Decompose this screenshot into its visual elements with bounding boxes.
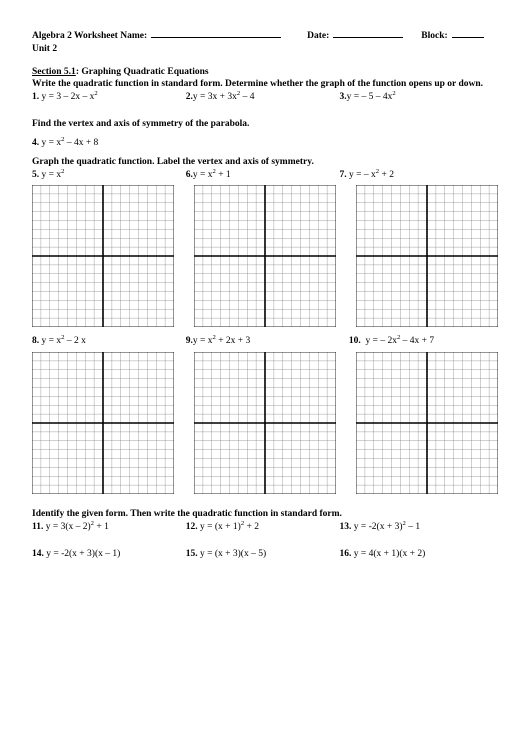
problem-4: 4. y = x2 – 4x + 8 [32, 137, 498, 150]
coordinate-grid [32, 352, 174, 494]
problems-row-3: 11. y = 3(x – 2)2 + 1 12. y = (x + 1)2 +… [32, 521, 498, 534]
problem-8: 8. y = x2 – 2 x [32, 335, 186, 348]
instructions-1: Write the quadratic function in standard… [32, 78, 498, 91]
problem-10: 10. y = – 2x2 – 4x + 7 [349, 335, 498, 348]
problem-eq: y = -2(x + 3)(x – 1) [46, 549, 120, 559]
instructions-4: Identify the given form. Then write the … [32, 508, 498, 521]
problems-row-graph-2-labels: 8. y = x2 – 2 x 9.y = x2 + 2x + 3 10. y … [32, 335, 498, 348]
problem-eq: y = 3 – 2x – x [42, 92, 95, 102]
grid-10 [356, 352, 498, 494]
problem-number: 10. [349, 336, 361, 346]
problem-9: 9.y = x2 + 2x + 3 [186, 335, 349, 348]
problem-eq: y = x [193, 336, 213, 346]
problem-7: 7. y = – x2 + 2 [340, 169, 494, 182]
coordinate-grid [356, 185, 498, 327]
problem-number: 2. [186, 92, 193, 102]
unit-label: Unit 2 [32, 43, 498, 56]
problem-number: 6. [186, 170, 193, 180]
problem-eq: y = x [42, 336, 62, 346]
grids-row-1 [32, 185, 498, 327]
worksheet-page: Algebra 2 Worksheet Name: Date: Block: U… [0, 0, 530, 749]
problem-14: 14. y = -2(x + 3)(x – 1) [32, 548, 186, 561]
instructions-3: Graph the quadratic function. Label the … [32, 156, 498, 169]
problem-eq: y = -2(x + 3) [354, 522, 403, 532]
problem-12: 12. y = (x + 1)2 + 2 [186, 521, 340, 534]
problem-eq: y = 3x + 3x [193, 92, 237, 102]
problem-number: 1. [32, 92, 39, 102]
block-blank [452, 28, 484, 38]
problem-number: 11. [32, 522, 43, 532]
sup-2: 2 [94, 90, 97, 97]
problem-15: 15. y = (x + 3)(x – 5) [186, 548, 340, 561]
problem-1: 1. y = 3 – 2x – x2 [32, 91, 186, 104]
coordinate-grid [32, 185, 174, 327]
problem-eq: y = 4(x + 1)(x + 2) [354, 549, 425, 559]
problem-eq: y = – 5 – 4x [347, 92, 393, 102]
problem-11: 11. y = 3(x – 2)2 + 1 [32, 521, 186, 534]
problem-number: 7. [340, 170, 347, 180]
problem-tail: + 2x + 3 [216, 336, 250, 346]
coordinate-grid [194, 185, 336, 327]
grid-7 [356, 185, 498, 327]
name-blank [151, 28, 281, 38]
grid-5 [32, 185, 174, 327]
problem-eq: y = x [193, 170, 213, 180]
course-label: Algebra 2 Worksheet Name: [32, 30, 147, 43]
problem-5: 5. y = x2 [32, 169, 186, 182]
date-blank [333, 28, 403, 38]
problems-row-graph-1-labels: 5. y = x2 6.y = x2 + 1 7. y = – x2 + 2 [32, 169, 498, 182]
grid-6 [194, 185, 336, 327]
problem-eq: y = (x + 1) [200, 522, 241, 532]
problem-number: 14. [32, 549, 44, 559]
section-number: Section 5.1 [32, 67, 76, 77]
problem-tail: – 4x + 7 [400, 336, 434, 346]
problem-13: 13. y = -2(x + 3)2 – 1 [340, 521, 494, 534]
problem-eq: y = – x [349, 170, 376, 180]
header-row-1: Algebra 2 Worksheet Name: Date: Block: [32, 28, 498, 43]
problem-eq: y = – 2x [365, 336, 396, 346]
grid-9 [194, 352, 336, 494]
problem-number: 12. [186, 522, 198, 532]
problem-tail: + 1 [94, 522, 109, 532]
grid-8 [32, 352, 174, 494]
problem-eq: y = (x + 3)(x – 5) [200, 549, 266, 559]
problem-tail: – 4x + 8 [64, 138, 98, 148]
problem-number: 16. [340, 549, 352, 559]
instructions-2: Find the vertex and axis of symmetry of … [32, 118, 498, 131]
coordinate-grid [194, 352, 336, 494]
coordinate-grid [356, 352, 498, 494]
problem-3: 3.y = – 5 – 4x2 [340, 91, 494, 104]
problem-6: 6.y = x2 + 1 [186, 169, 340, 182]
problem-number: 3. [340, 92, 347, 102]
problem-16: 16. y = 4(x + 1)(x + 2) [340, 548, 494, 561]
problem-number: 13. [340, 522, 352, 532]
problem-eq: y = x [42, 138, 62, 148]
sup-2: 2 [61, 167, 64, 174]
section-name: : Graphing Quadratic Equations [76, 67, 209, 77]
problem-number: 15. [186, 549, 198, 559]
sup-2: 2 [392, 90, 395, 97]
problems-row-4: 14. y = -2(x + 3)(x – 1) 15. y = (x + 3)… [32, 548, 498, 561]
problem-tail: + 1 [216, 170, 231, 180]
problem-number: 4. [32, 138, 39, 148]
problem-tail: – 4 [240, 92, 254, 102]
problem-tail: + 2 [244, 522, 259, 532]
problem-tail: + 2 [379, 170, 394, 180]
section-title: Section 5.1: Graphing Quadratic Equation… [32, 66, 498, 79]
problem-tail: – 2 x [64, 336, 85, 346]
problems-row-1: 1. y = 3 – 2x – x2 2.y = 3x + 3x2 – 4 3.… [32, 91, 498, 104]
problem-2: 2.y = 3x + 3x2 – 4 [186, 91, 340, 104]
grids-row-2 [32, 352, 498, 494]
problem-eq: y = 3(x – 2) [46, 522, 91, 532]
block-label: Block: [421, 30, 447, 43]
problem-tail: – 1 [406, 522, 420, 532]
problem-number: 8. [32, 336, 39, 346]
date-label: Date: [307, 30, 329, 43]
problem-eq: y = x [42, 170, 62, 180]
problem-number: 5. [32, 170, 39, 180]
problem-number: 9. [186, 336, 193, 346]
